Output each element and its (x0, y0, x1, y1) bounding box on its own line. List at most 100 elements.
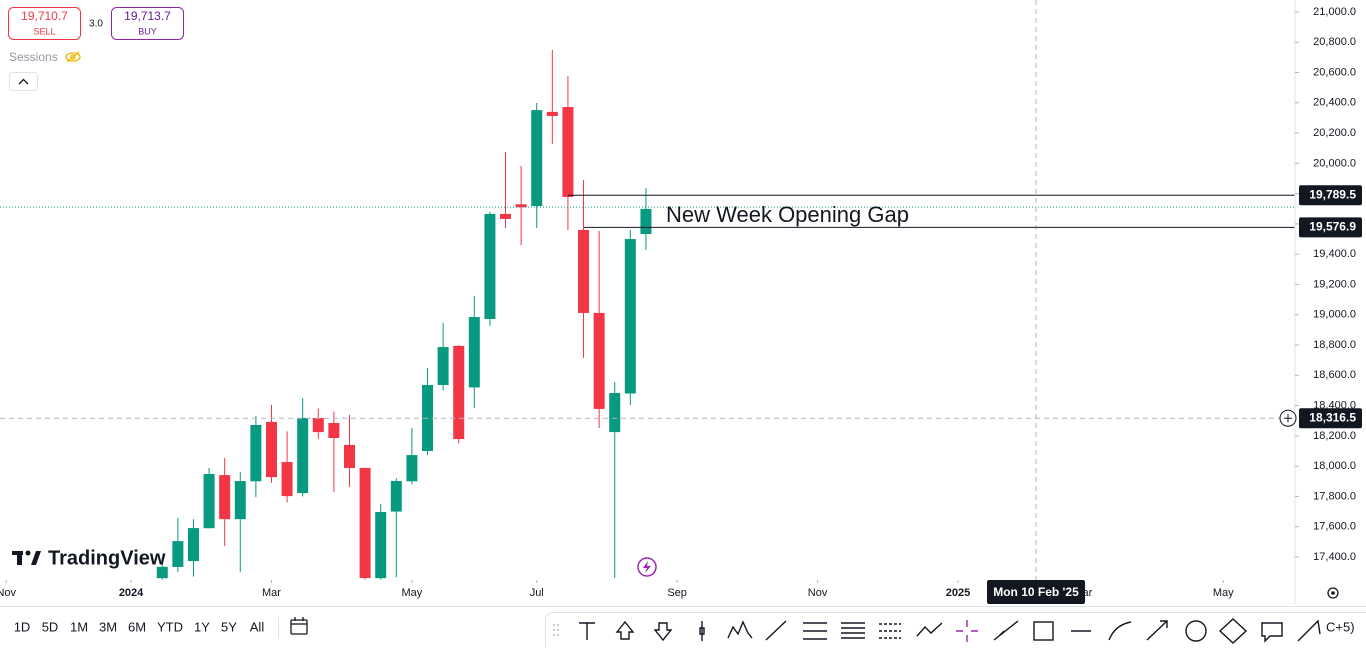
candle-body (609, 393, 621, 433)
text-tool[interactable] (579, 622, 595, 640)
plot-area (0, 0, 1295, 580)
arrow-up-tool[interactable] (615, 620, 635, 640)
y-tick-label: 20,200.0 (1313, 127, 1356, 139)
candle-body (531, 110, 543, 207)
settings-icon[interactable] (1327, 587, 1339, 599)
y-tick-label: 20,000.0 (1313, 157, 1356, 169)
level-price-label: 19,789.5 (1309, 187, 1356, 201)
candle-body (250, 424, 262, 482)
logo-text: TradingView (48, 547, 166, 569)
buy-price: 19,713.7 (124, 9, 171, 23)
candle-body (219, 475, 231, 520)
date-range-icon[interactable] (290, 617, 308, 635)
bar-tool[interactable] (699, 621, 705, 641)
sell-label: SELL (33, 26, 55, 36)
toolbar-more[interactable]: C+5) (1326, 619, 1355, 634)
path-tool[interactable] (916, 622, 943, 637)
y-tick-label: 21,000.0 (1313, 6, 1356, 18)
timeframes: 1D 5D 1M 3M 6M YTD 1Y 5Y All (14, 619, 265, 634)
crosshair-price-box (1299, 408, 1362, 429)
polygon-tool[interactable] (1218, 618, 1248, 644)
circle-tool[interactable] (1185, 620, 1207, 642)
timeframe-button[interactable]: 5Y (221, 619, 237, 634)
candle-body (156, 566, 168, 579)
drag-handle[interactable] (553, 624, 559, 638)
candle-body (390, 480, 402, 512)
candle-body (343, 444, 355, 468)
rectangle-tool[interactable] (1033, 621, 1054, 641)
timeframe-button[interactable]: 5D (42, 619, 59, 634)
candle-body (328, 423, 340, 438)
spread: 3.0 (89, 19, 103, 30)
buy-button[interactable] (111, 7, 184, 40)
cross-tool[interactable] (956, 620, 978, 642)
candle-body (593, 312, 605, 409)
candle-body (375, 512, 387, 579)
candle-body (234, 480, 246, 520)
timeframe-button[interactable]: 6M (128, 619, 146, 634)
candle-body (265, 421, 277, 478)
candle-body (484, 213, 496, 319)
candle-body (187, 528, 199, 562)
timeframe-button[interactable]: 1Y (194, 619, 210, 634)
candle-body (172, 541, 184, 567)
candle-body (453, 345, 465, 440)
y-tick-label: 19,400.0 (1313, 248, 1356, 260)
y-tick-label: 20,800.0 (1313, 36, 1356, 48)
candle-body (359, 467, 371, 579)
y-tick-label: 18,800.0 (1313, 339, 1356, 351)
callout-tool[interactable] (1261, 622, 1283, 643)
price-axis: 17,400.0 17,600.0 17,800.0 18,000.0 18,200.0… (1295, 6, 1356, 563)
parallel-tool[interactable] (841, 622, 865, 639)
y-tick-label: 19,000.0 (1313, 309, 1356, 321)
timeframe-button[interactable]: 1M (70, 619, 88, 634)
y-tick-label: 17,800.0 (1313, 490, 1356, 502)
collapse-icon (18, 78, 29, 85)
x-tick-label: May (402, 587, 423, 599)
arrow-tool[interactable] (1146, 620, 1168, 641)
trend-line-tool[interactable] (765, 620, 787, 641)
candle-body (203, 474, 215, 529)
x-tick-label: Mar (262, 587, 281, 599)
candle-body (312, 418, 324, 433)
candle-body (624, 239, 636, 394)
y-tick-label: 19,200.0 (1313, 278, 1356, 290)
x-tick-label: Sep (667, 587, 687, 599)
add-alert-icon (1284, 414, 1292, 423)
ray-tool[interactable] (993, 620, 1019, 641)
gann-tool[interactable] (879, 623, 901, 639)
timeframe-button[interactable]: YTD (157, 619, 183, 634)
arrow-down-tool[interactable] (653, 622, 673, 642)
candle-body (437, 347, 449, 386)
candle-body (546, 111, 558, 116)
level-price-box (1299, 217, 1362, 238)
x-tick-label: May (1213, 587, 1234, 599)
settings-icon-center (1331, 591, 1335, 595)
y-tick-label: 18,000.0 (1313, 460, 1356, 472)
drawing-tools (553, 618, 1321, 644)
logo (12, 550, 41, 565)
timeframe-button[interactable]: 1D (14, 619, 31, 634)
x-tick-label: Nov (808, 587, 828, 599)
fib-tool[interactable] (803, 622, 827, 640)
brush-tool[interactable] (1108, 621, 1132, 641)
collapse-button[interactable] (9, 72, 38, 91)
sessions-hidden-icon[interactable] (65, 51, 81, 63)
crosshair-price-label: 18,316.5 (1309, 410, 1356, 424)
y-tick-label: 20,600.0 (1313, 66, 1356, 78)
x-tick-label: Nov (0, 587, 17, 599)
level-price-label: 19,576.9 (1309, 220, 1356, 234)
candle-body (640, 208, 652, 235)
timeframe-button[interactable]: All (250, 619, 265, 634)
candle-body (562, 107, 574, 197)
pattern-tool[interactable] (727, 620, 753, 639)
level-price-box (1299, 185, 1362, 206)
sell-button[interactable] (8, 7, 81, 40)
timeframe-button[interactable]: 3M (99, 619, 117, 634)
crosshair-date-label: Mon 10 Feb '25 (993, 585, 1079, 599)
buy-label: BUY (138, 26, 157, 36)
measure-tool[interactable] (1297, 619, 1321, 642)
candle-body (297, 418, 309, 494)
x-tick-label: Jul (530, 587, 544, 599)
